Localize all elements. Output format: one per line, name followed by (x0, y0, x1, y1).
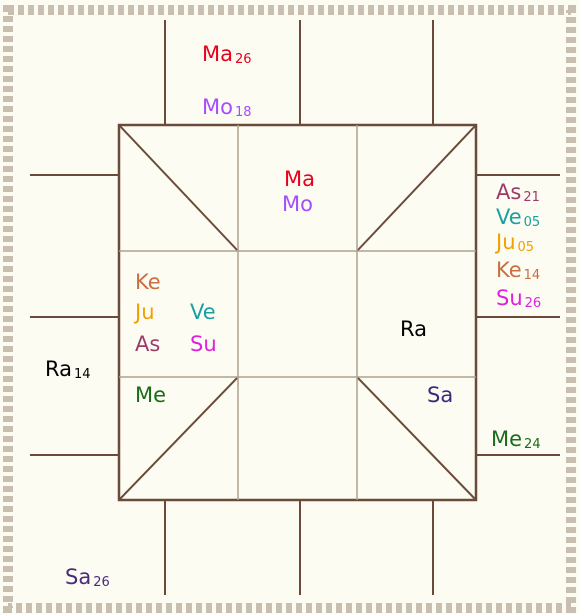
planet-name: Ma (202, 42, 233, 66)
house-planet: Mo (282, 192, 313, 216)
planet-degree: 26 (235, 52, 252, 67)
house-planet: Ve (190, 300, 216, 324)
house-planet: Ma (284, 167, 315, 191)
house-planet: Ra (400, 317, 427, 341)
planet-degree: 26 (525, 296, 542, 311)
planet-name: Ve (496, 205, 522, 229)
house-planet: Ju (133, 300, 155, 324)
planet-degree: 05 (518, 240, 535, 255)
planet-name: Me (491, 427, 522, 451)
planet-name: Ra (45, 357, 72, 381)
house-planet: Sa (427, 383, 453, 407)
planet-name: Ju (494, 230, 516, 254)
chart-diagram: Ma26Mo18As21Ve05Ju05Ke14Su26Me24Ra14Sa26… (0, 0, 579, 614)
planet-degree: 18 (235, 105, 252, 120)
planet-name: Su (496, 286, 523, 310)
planet-name: Sa (65, 565, 91, 589)
background (0, 0, 579, 614)
planet-degree: 21 (523, 190, 540, 205)
planet-name: Ke (496, 258, 522, 282)
planet-degree: 14 (524, 268, 541, 283)
page: {"outer": [ {"planet": "Ma", "degree": "… (0, 0, 579, 614)
house-planet: As (135, 332, 160, 356)
house-planet: Me (135, 383, 166, 407)
house-planet: Su (190, 332, 217, 356)
planet-degree: 24 (524, 437, 541, 452)
planet-degree: 05 (524, 215, 541, 230)
planet-degree: 26 (93, 575, 110, 590)
planet-degree: 14 (74, 367, 91, 382)
house-planet: Ke (135, 270, 161, 294)
planet-name: Mo (202, 95, 233, 119)
planet-name: As (496, 180, 521, 204)
